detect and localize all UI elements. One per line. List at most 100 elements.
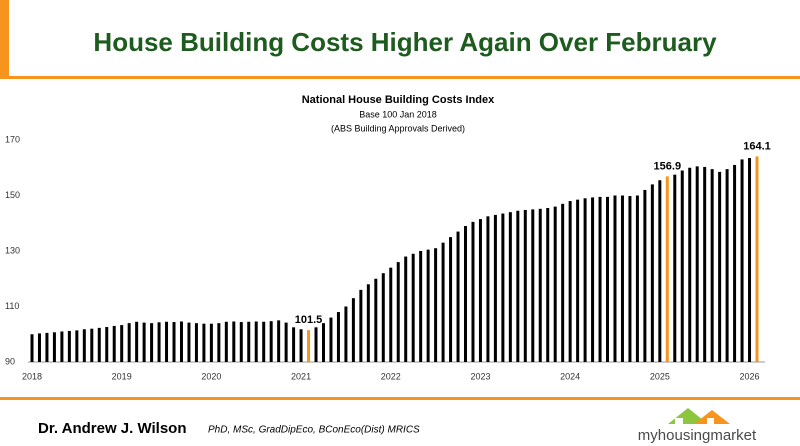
bar — [576, 199, 580, 362]
bar — [464, 226, 468, 362]
bar — [725, 169, 729, 362]
bar — [755, 156, 759, 362]
bar — [269, 321, 273, 362]
bar — [606, 196, 610, 362]
bar — [695, 166, 699, 362]
logo-text: myhousingmarket — [638, 427, 757, 444]
value-label: 164.1 — [743, 140, 771, 152]
bar — [254, 321, 258, 362]
value-label: 101.5 — [295, 314, 323, 326]
y-tick-label: 90 — [5, 356, 15, 366]
bar — [740, 159, 744, 362]
bar — [673, 174, 677, 362]
bar — [411, 253, 415, 362]
bar — [179, 321, 183, 362]
bar — [523, 209, 527, 362]
logo-icon — [668, 408, 730, 424]
bar — [703, 166, 707, 362]
bar — [172, 322, 176, 362]
bar — [748, 158, 752, 362]
x-tick-label: 2022 — [381, 371, 401, 381]
bar — [613, 195, 617, 362]
bar — [351, 298, 355, 362]
bar — [471, 221, 475, 362]
x-tick-label: 2025 — [650, 371, 670, 381]
bar — [165, 321, 169, 362]
bar — [501, 213, 505, 362]
bar — [157, 322, 161, 362]
bar — [486, 216, 490, 362]
bar — [493, 214, 497, 362]
bar — [680, 170, 684, 362]
bar — [277, 320, 281, 362]
bar — [30, 334, 34, 362]
bar — [478, 219, 482, 362]
bar — [299, 329, 303, 362]
bar — [359, 289, 363, 362]
bar — [321, 323, 325, 362]
bar — [307, 330, 311, 362]
bar — [516, 210, 520, 362]
bar — [60, 331, 64, 362]
bar — [404, 256, 408, 362]
y-tick-label: 170 — [5, 134, 20, 144]
bar — [90, 328, 94, 362]
x-tick-label: 2021 — [291, 371, 311, 381]
bar — [381, 273, 385, 362]
bar — [202, 323, 206, 362]
bar — [135, 321, 139, 362]
bar — [665, 176, 669, 362]
bar — [314, 327, 318, 362]
bar — [635, 195, 639, 362]
bar — [449, 237, 453, 362]
bar — [688, 167, 692, 362]
bar — [127, 323, 131, 362]
title-rule — [0, 76, 800, 79]
accent-bar — [0, 0, 9, 76]
bar — [247, 321, 251, 362]
bar — [650, 184, 654, 362]
x-tick-label: 2023 — [470, 371, 490, 381]
bar — [620, 195, 624, 362]
x-tick-label: 2018 — [22, 371, 42, 381]
bar — [52, 332, 56, 362]
bar — [718, 171, 722, 362]
x-tick-label: 2024 — [560, 371, 580, 381]
x-tick-label: 2020 — [201, 371, 221, 381]
author: Dr. Andrew J. Wilson — [38, 420, 187, 437]
x-tick-label: 2019 — [112, 371, 132, 381]
bar — [374, 278, 378, 362]
bar — [508, 212, 512, 362]
bar — [239, 322, 243, 362]
credentials: PhD, MSc, GradDipEco, BConEco(Dist) MRIC… — [208, 425, 420, 436]
bar — [217, 323, 221, 362]
bar — [598, 196, 602, 362]
bar — [336, 312, 340, 362]
bar — [232, 321, 236, 362]
bar — [262, 321, 266, 362]
bar — [37, 333, 41, 362]
bar — [568, 201, 572, 362]
bar — [344, 306, 348, 362]
chart-subtitle: Base 100 Jan 2018 — [359, 109, 437, 119]
bar — [329, 317, 333, 362]
bar — [456, 231, 460, 362]
bar — [194, 323, 198, 362]
bar — [591, 197, 595, 362]
bar — [292, 327, 296, 362]
bar — [75, 330, 79, 362]
bar — [82, 329, 86, 362]
bar — [441, 242, 445, 362]
chart-note: (ABS Building Approvals Derived) — [331, 123, 465, 133]
chart-title: National House Building Costs Index — [302, 94, 495, 106]
bar — [366, 284, 370, 362]
bar — [546, 207, 550, 362]
bar — [426, 249, 430, 362]
x-tick-label: 2026 — [740, 371, 760, 381]
bar — [67, 330, 71, 362]
footer-rule — [0, 397, 800, 400]
bar — [733, 164, 737, 362]
y-tick-label: 130 — [5, 245, 20, 255]
y-tick-label: 110 — [5, 301, 19, 311]
